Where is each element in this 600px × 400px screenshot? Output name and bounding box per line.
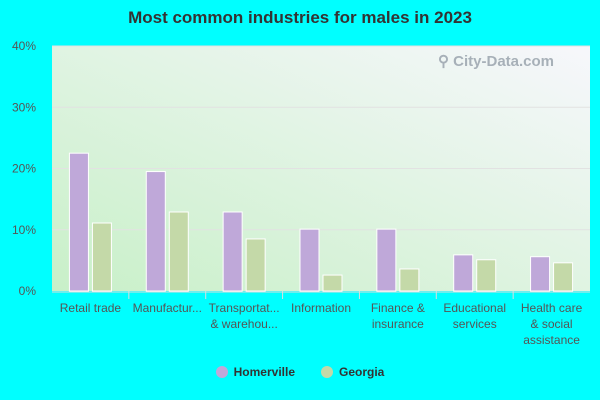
x-category-label: services [453, 317, 497, 331]
x-category-label: & social [531, 317, 573, 331]
x-category-label: insurance [372, 317, 424, 331]
x-category-label: Information [291, 301, 351, 315]
bar-homerville [299, 228, 320, 292]
legend-item-homerville: Homerville [215, 365, 295, 379]
bar-georgia [553, 262, 574, 292]
bar-homerville [453, 254, 474, 292]
watermark-logo: ⚲ City-Data.com [438, 53, 555, 70]
x-category-label: Transportat... [209, 301, 280, 315]
bar-homerville [68, 152, 89, 292]
legend: Homerville Georgia [0, 365, 600, 379]
bar-georgia [399, 268, 420, 292]
y-tick-label: 30% [12, 100, 36, 114]
x-category-label: Finance & [371, 301, 425, 315]
x-category-label: assistance [523, 333, 580, 347]
bar-homerville [376, 228, 397, 292]
bar-homerville [530, 256, 551, 292]
bar-georgia [245, 238, 266, 292]
y-tick-label: 10% [12, 223, 36, 237]
legend-label: Georgia [339, 365, 385, 379]
x-category-label: Manufactur... [133, 301, 202, 315]
x-category-label: & warehou... [210, 317, 277, 331]
legend-swatch [215, 366, 228, 378]
legend-item-georgia: Georgia [321, 365, 384, 379]
bar-georgia [91, 222, 112, 292]
bar-georgia [476, 259, 497, 292]
y-tick-label: 0% [19, 284, 37, 298]
bar-homerville [145, 171, 166, 292]
x-category-label: Retail trade [60, 301, 122, 315]
legend-label: Homerville [233, 365, 295, 379]
bar-homerville [222, 211, 243, 292]
legend-swatch [321, 366, 333, 378]
x-category-label: Educational [443, 301, 506, 315]
bar-georgia [168, 211, 189, 292]
x-category-label: Health care [521, 301, 583, 315]
y-tick-label: 20% [12, 162, 36, 176]
chart-title: Most common industries for males in 2023 [128, 8, 472, 27]
bar-georgia [322, 274, 343, 292]
y-tick-label: 40% [12, 39, 36, 53]
